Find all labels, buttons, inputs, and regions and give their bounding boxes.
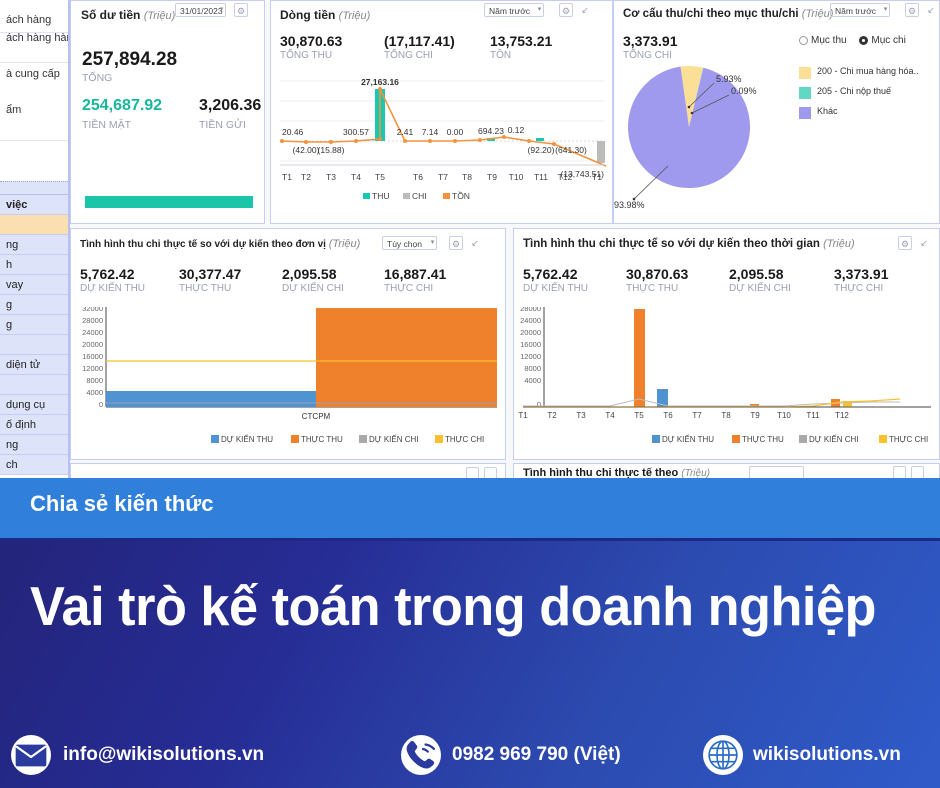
svg-text:T2: T2 [301, 172, 311, 182]
svg-text:7.14: 7.14 [422, 127, 439, 137]
svg-text:694.23: 694.23 [478, 126, 504, 136]
svg-text:20000: 20000 [520, 328, 541, 337]
svg-text:20.46: 20.46 [282, 127, 304, 137]
svg-text:THỰC THU: THỰC THU [301, 435, 343, 444]
svg-text:0.09%: 0.09% [731, 86, 757, 96]
svg-text:8000: 8000 [86, 376, 103, 385]
svg-text:300.57: 300.57 [343, 127, 369, 137]
svg-text:T3: T3 [326, 172, 336, 182]
svg-text:T3: T3 [576, 411, 586, 420]
svg-text:28000: 28000 [82, 316, 103, 325]
svg-text:0.12: 0.12 [508, 125, 525, 135]
svg-text:0: 0 [537, 400, 541, 409]
svg-text:4000: 4000 [524, 376, 541, 385]
svg-text:32000: 32000 [82, 307, 103, 313]
svg-text:T8: T8 [721, 411, 731, 420]
svg-text:T10: T10 [509, 172, 524, 182]
svg-text:T11: T11 [534, 172, 548, 182]
svg-text:T1: T1 [518, 411, 528, 420]
svg-text:27,163.16: 27,163.16 [361, 77, 399, 87]
svg-text:24000: 24000 [520, 316, 541, 325]
svg-text:T8: T8 [462, 172, 472, 182]
svg-text:DỰ KIẾN CHI: DỰ KIẾN CHI [369, 434, 419, 444]
svg-text:THỰC THU: THỰC THU [742, 435, 784, 444]
svg-text:24000: 24000 [82, 328, 103, 337]
svg-text:5.93%: 5.93% [716, 74, 742, 84]
svg-text:(42.00): (42.00) [293, 145, 320, 155]
svg-text:TỒN: TỒN [452, 190, 470, 199]
svg-text:T10: T10 [777, 411, 791, 420]
svg-text:(15.88): (15.88) [318, 145, 345, 155]
svg-text:T7: T7 [438, 172, 448, 182]
svg-text:T12: T12 [835, 411, 849, 420]
svg-text:16000: 16000 [520, 340, 541, 349]
svg-text:T5: T5 [634, 411, 644, 420]
svg-text:4000: 4000 [86, 388, 103, 397]
svg-text:THU: THU [372, 191, 389, 199]
svg-text:T9: T9 [750, 411, 760, 420]
svg-text:0: 0 [99, 400, 103, 409]
svg-text:DỰ KIẾN CHI: DỰ KIẾN CHI [809, 434, 859, 444]
svg-text:93.98%: 93.98% [614, 200, 645, 210]
svg-text:DỰ KIẾN THU: DỰ KIẾN THU [662, 434, 714, 444]
svg-text:0.00: 0.00 [447, 127, 464, 137]
svg-text:28000: 28000 [520, 307, 541, 313]
svg-text:12000: 12000 [520, 352, 541, 361]
svg-text:T5: T5 [375, 172, 385, 182]
svg-text:T11: T11 [806, 411, 820, 420]
svg-text:(92.20): (92.20) [528, 145, 555, 155]
svg-text:T12: T12 [558, 172, 573, 182]
svg-text:CTCPM: CTCPM [302, 412, 331, 421]
svg-text:T6: T6 [663, 411, 673, 420]
svg-text:12000: 12000 [82, 364, 103, 373]
svg-text:T4: T4 [351, 172, 361, 182]
svg-text:20000: 20000 [82, 340, 103, 349]
svg-text:8000: 8000 [524, 364, 541, 373]
svg-text:THỰC CHI: THỰC CHI [889, 435, 928, 444]
svg-text:DỰ KIẾN THU: DỰ KIẾN THU [221, 434, 273, 444]
svg-text:T9: T9 [487, 172, 497, 182]
svg-text:THỰC CHI: THỰC CHI [445, 435, 484, 444]
svg-text:16000: 16000 [82, 352, 103, 361]
svg-text:T7: T7 [692, 411, 702, 420]
svg-text:T2: T2 [547, 411, 557, 420]
svg-text:(641.30): (641.30) [555, 145, 587, 155]
svg-text:T6: T6 [413, 172, 423, 182]
svg-text:T1: T1 [592, 172, 602, 182]
svg-text:CHI: CHI [412, 191, 427, 199]
svg-text:T4: T4 [605, 411, 615, 420]
svg-text:T1: T1 [282, 172, 292, 182]
svg-text:2.41: 2.41 [397, 127, 414, 137]
